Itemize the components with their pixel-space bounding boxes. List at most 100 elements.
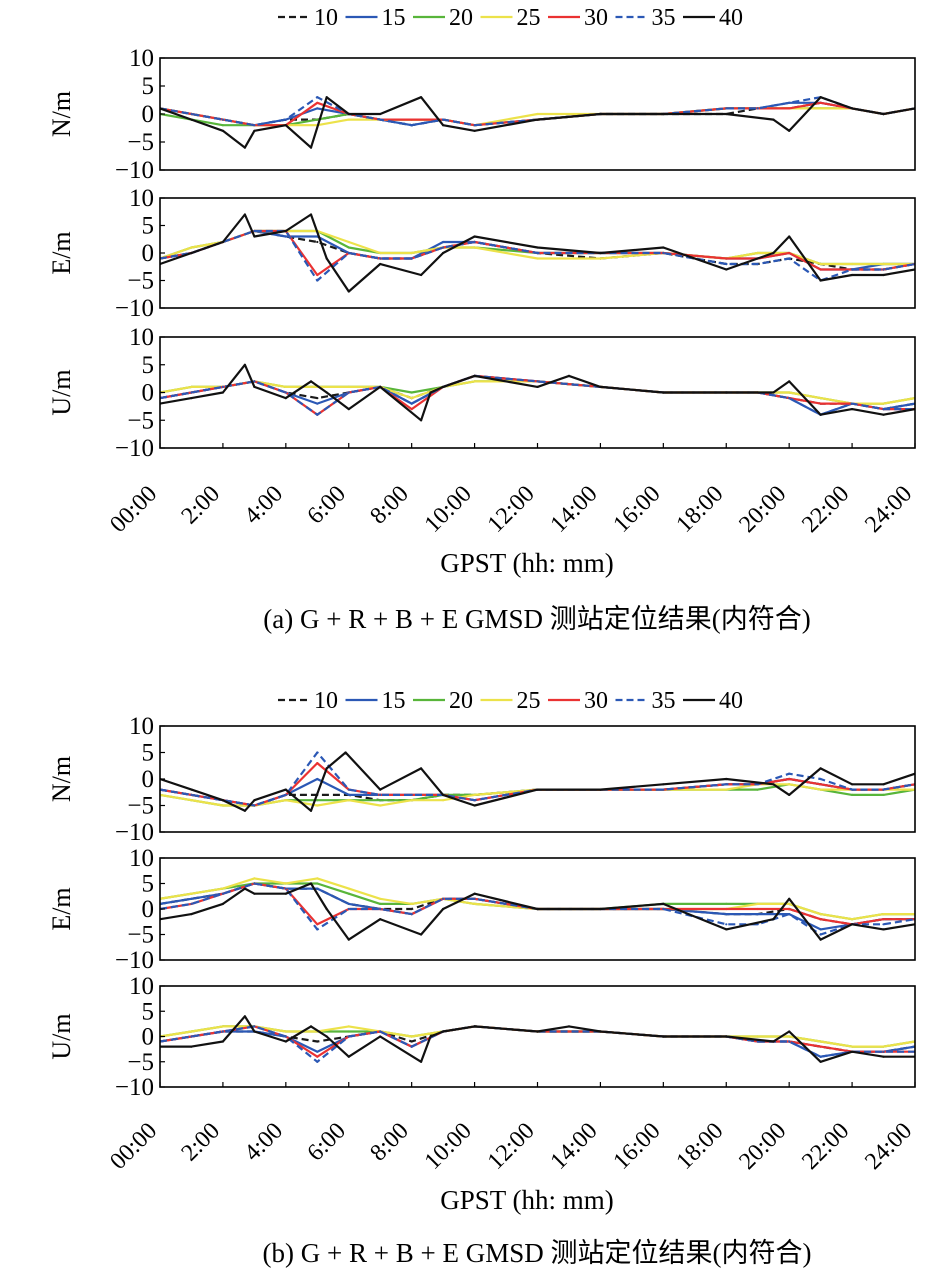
- series-40-point: [309, 380, 313, 383]
- legend-label: 40: [719, 688, 743, 714]
- series-25-point: [599, 257, 602, 260]
- y-tick-label: 5: [142, 871, 155, 898]
- series-35-point: [725, 923, 728, 926]
- series-15-point: [819, 928, 822, 931]
- series-40-point: [567, 374, 571, 377]
- series-35-point: [190, 112, 193, 116]
- series-40-point: [662, 391, 665, 394]
- series-25-point: [536, 257, 539, 260]
- series-40-point: [325, 907, 328, 911]
- series-35-point: [882, 923, 885, 926]
- series-30-point: [316, 923, 319, 926]
- series-40-point: [788, 235, 791, 238]
- series-35-point: [442, 118, 445, 121]
- series-25-point: [379, 897, 382, 900]
- y-tick-label: 0: [142, 101, 155, 128]
- series-30-point: [410, 118, 413, 121]
- series-35-point: [410, 257, 413, 260]
- y-tick-label: −10: [115, 157, 154, 184]
- series-35-point: [221, 892, 224, 895]
- series-35-point: [190, 1035, 193, 1038]
- series-25-point: [788, 783, 791, 786]
- series-35-point: [253, 882, 256, 885]
- x-tick-label: 18:00: [671, 1118, 728, 1175]
- series-25-point: [347, 240, 350, 244]
- series-20-point: [379, 902, 382, 906]
- series-25-point: [253, 877, 256, 880]
- series-10-line: [160, 229, 915, 271]
- series-40-point: [772, 391, 775, 394]
- series-40-point: [473, 804, 476, 807]
- series-40-point: [772, 1040, 775, 1043]
- series-35-point: [662, 788, 665, 791]
- series-25-point: [410, 397, 413, 400]
- series-40-point: [851, 783, 854, 786]
- series-40-point: [284, 1040, 287, 1043]
- series-25-point: [788, 902, 791, 906]
- chart-b: 10 15 20 25 30 35 401050−5−10N/m1050−5−10E/m10…: [47, 688, 917, 1268]
- series-40-point: [473, 129, 476, 132]
- x-tick-label: 4:00: [240, 1118, 289, 1167]
- series-40-point: [599, 385, 602, 388]
- series-25-point: [410, 1035, 413, 1038]
- series-20-point: [316, 118, 319, 121]
- series-35-point: [725, 262, 728, 266]
- series-40-line: [160, 882, 915, 941]
- series-40-point: [788, 897, 791, 900]
- series-35-point: [284, 887, 287, 890]
- series-40-point: [344, 751, 347, 754]
- series-40-point: [284, 892, 287, 895]
- series-30-point: [819, 402, 822, 405]
- legend-item-20: 20: [413, 5, 473, 31]
- series-15-point: [284, 235, 287, 238]
- series-40-point: [851, 1050, 854, 1053]
- x-tick-label: 6:00: [302, 481, 351, 530]
- x-axis-label: GPST (hh: mm): [440, 1185, 614, 1215]
- series-25-point: [190, 246, 193, 249]
- series-25-point: [190, 892, 193, 895]
- x-tick-label: 12:00: [483, 481, 540, 538]
- x-tick-label: 24:00: [860, 481, 917, 538]
- series-40-point: [536, 118, 539, 121]
- x-tick-label: 2:00: [177, 481, 226, 530]
- series-40-line: [160, 363, 915, 422]
- series-35-point: [882, 268, 885, 271]
- series-35-point: [284, 391, 287, 394]
- x-tick-label: 22:00: [797, 481, 854, 538]
- series-25-point: [819, 107, 822, 110]
- series-10-point: [316, 397, 319, 400]
- series-35-line: [160, 96, 915, 127]
- series-25-point: [851, 918, 854, 921]
- y-tick-label: 10: [129, 45, 154, 72]
- series-40-point: [221, 1040, 224, 1043]
- series-40-point: [325, 1035, 328, 1038]
- series-25-point: [347, 799, 350, 802]
- series-25-point: [347, 1025, 350, 1028]
- y-tick-label: 5: [142, 213, 155, 240]
- series-40-point: [221, 799, 224, 802]
- legend: 10 15 20 25 30 35 40: [278, 5, 743, 31]
- figure-caption: (a) G + R + B + E GMSD 测站定位结果(内符合): [263, 604, 810, 634]
- legend-item-20: 20: [413, 688, 473, 714]
- series-40-point: [442, 385, 445, 388]
- y-tick-label: 5: [142, 352, 155, 379]
- series-40-point: [379, 385, 382, 388]
- series-40-point: [819, 96, 822, 99]
- series-25-point: [725, 788, 728, 791]
- series-40-point: [347, 408, 350, 411]
- series-40-point: [253, 129, 256, 132]
- series-30-point: [410, 408, 413, 411]
- series-group: [160, 363, 915, 422]
- x-axis: 00:00 2:00 4:00 6:00 8:00 10:00 12:00 14:00 16:0…: [105, 443, 917, 538]
- series-10-point: [410, 1040, 413, 1043]
- series-40-point: [243, 887, 246, 890]
- series-40-point: [325, 96, 328, 99]
- legend-item-35: 35: [615, 5, 676, 31]
- series-20-point: [725, 902, 728, 906]
- legend-label: 20: [449, 688, 473, 714]
- series-25-point: [536, 112, 539, 116]
- series-30-point: [316, 273, 319, 277]
- series-35-point: [316, 413, 319, 416]
- series-40-point: [420, 767, 423, 770]
- series-25-point: [851, 262, 854, 266]
